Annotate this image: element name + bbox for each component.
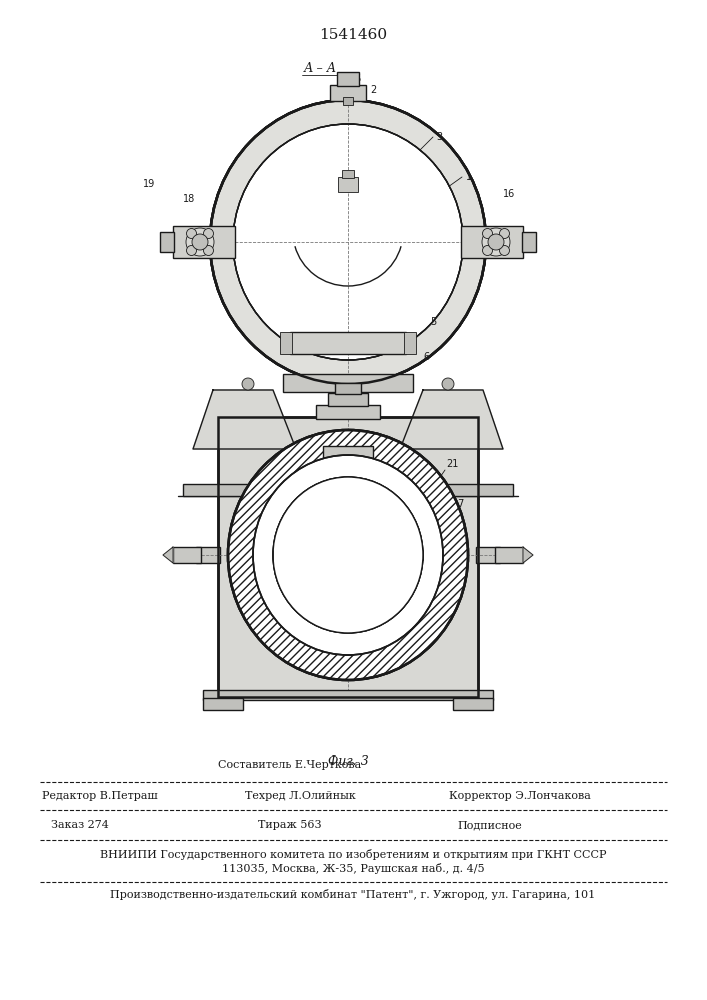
Circle shape [499, 245, 510, 255]
Bar [316, 405, 380, 419]
Circle shape [242, 378, 254, 390]
Bar [404, 332, 416, 354]
Text: 2: 2 [370, 85, 376, 95]
Bar [522, 232, 536, 252]
Ellipse shape [228, 430, 468, 680]
Circle shape [482, 228, 510, 256]
Bar [330, 85, 366, 101]
Circle shape [186, 228, 214, 256]
Text: А – А: А – А [303, 62, 337, 75]
Text: 18: 18 [183, 194, 195, 204]
Bar [196, 547, 220, 563]
Bar [218, 417, 478, 697]
Circle shape [192, 234, 208, 250]
Polygon shape [163, 547, 173, 563]
Bar [173, 226, 235, 258]
Circle shape [204, 245, 214, 255]
Circle shape [187, 229, 197, 239]
Circle shape [204, 229, 214, 239]
Circle shape [187, 245, 197, 255]
Text: Фиг. 2: Фиг. 2 [327, 510, 368, 523]
Bar [453, 698, 493, 710]
Bar [335, 383, 361, 394]
Ellipse shape [233, 124, 463, 360]
Bar [342, 170, 354, 178]
Bar [332, 468, 364, 486]
Text: 113035, Москва, Ж-35, Раушская наб., д. 4/5: 113035, Москва, Ж-35, Раушская наб., д. … [222, 863, 484, 874]
Text: 20: 20 [356, 457, 368, 467]
Bar [280, 332, 292, 354]
Text: 16: 16 [503, 189, 515, 199]
Bar [343, 97, 353, 105]
Text: 15: 15 [350, 74, 363, 84]
Ellipse shape [210, 100, 486, 384]
Ellipse shape [273, 477, 423, 633]
Bar [328, 393, 368, 406]
Text: 21: 21 [446, 459, 458, 469]
Ellipse shape [253, 455, 443, 655]
Text: Фиг. 3: Фиг. 3 [327, 755, 368, 768]
Bar [183, 484, 513, 496]
Text: 19: 19 [143, 179, 156, 189]
Bar [338, 177, 358, 192]
Bar [173, 547, 201, 563]
Text: 5: 5 [430, 317, 436, 327]
Text: 3: 3 [436, 132, 442, 142]
Circle shape [442, 378, 454, 390]
Circle shape [499, 229, 510, 239]
Text: 1: 1 [466, 172, 472, 182]
Circle shape [488, 234, 504, 250]
Text: Редактор В.Петраш: Редактор В.Петраш [42, 791, 158, 801]
Circle shape [482, 229, 493, 239]
Text: 17: 17 [453, 499, 465, 509]
Text: Подписное: Подписное [457, 820, 522, 830]
Polygon shape [523, 547, 533, 563]
Text: Заказ 274: Заказ 274 [51, 820, 109, 830]
Text: Корректор Э.Лончакова: Корректор Э.Лончакова [449, 791, 591, 801]
Text: 1541460: 1541460 [319, 28, 387, 42]
Bar [203, 690, 493, 700]
Text: Производственно-издательский комбинат "Патент", г. Ужгород, ул. Гагарина, 101: Производственно-издательский комбинат "П… [110, 890, 595, 900]
Text: ВНИИПИ Государственного комитета по изобретениям и открытиям при ГКНТ СССР: ВНИИПИ Государственного комитета по изоб… [100, 848, 606, 859]
Bar [337, 72, 359, 86]
Polygon shape [400, 390, 503, 449]
Bar [160, 232, 174, 252]
Ellipse shape [273, 477, 423, 633]
Bar [218, 417, 478, 697]
Ellipse shape [228, 430, 468, 680]
Text: Техред Л.Олийнык: Техред Л.Олийнык [245, 791, 356, 801]
Bar [323, 446, 373, 474]
Ellipse shape [210, 100, 486, 384]
Text: Тираж 563: Тираж 563 [258, 820, 322, 830]
Bar [495, 547, 523, 563]
Text: 8: 8 [310, 469, 316, 479]
Circle shape [482, 245, 493, 255]
Polygon shape [193, 390, 296, 449]
Bar [476, 547, 500, 563]
Ellipse shape [233, 124, 463, 360]
Bar [461, 226, 523, 258]
Bar [283, 374, 413, 392]
Bar [203, 698, 243, 710]
Text: 6: 6 [423, 352, 429, 362]
Bar [290, 332, 406, 354]
Text: Составитель Е.Черткова: Составитель Е.Черткова [218, 760, 361, 770]
